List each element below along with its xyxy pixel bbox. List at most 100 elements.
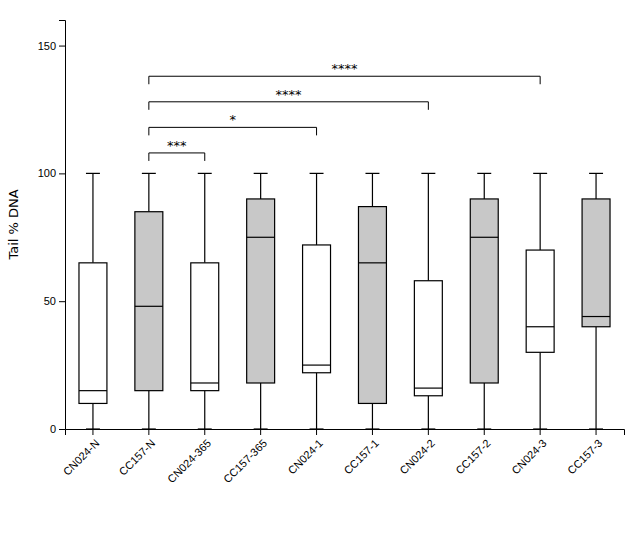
cap-high [421,173,435,174]
y-tick-mark [59,46,65,47]
y-tick-label: 50 [44,295,56,307]
y-tick-mark [59,301,65,302]
box-plot [79,173,107,429]
x-tick-mark [372,429,373,435]
whisker-high [595,173,596,199]
significance-bar: **** [149,61,540,84]
whisker-low [595,327,596,429]
x-tick-mark [540,429,541,435]
x-tick: CC157-N [116,429,157,478]
x-tick-label: CN024-2 [397,437,437,477]
box-plot [582,173,610,429]
whisker-low [540,352,541,429]
cap-high [86,173,100,174]
bracket-line [428,102,429,110]
cap-low [477,428,491,429]
y-axis: 0 50 100 150 [38,21,66,436]
whisker-high [428,173,429,280]
cap-high [142,173,156,174]
x-tick-label: CC157-3 [565,437,605,477]
median [191,382,219,383]
median [414,388,442,389]
x-tick-mark [484,429,485,435]
whisker-high [148,173,149,211]
median [470,237,498,238]
significance-label: * [229,112,236,127]
whisker-high [204,173,205,262]
box-plot [414,173,442,429]
x-tick: CN024-N [61,429,102,478]
box-plot [191,173,219,429]
median [582,316,610,317]
box-plot [526,173,554,429]
box-plot [470,173,498,429]
cap-low [421,428,435,429]
cap-low [254,428,268,429]
box [303,245,331,373]
box [247,199,275,383]
bracket-line [316,127,317,135]
y-tick: 0 [50,423,65,435]
median [358,262,386,263]
significance-bars: ************ [149,61,540,161]
x-tick-label: CN024-N [61,437,102,478]
x-tick: CC157-2 [453,429,493,476]
box-plot [303,173,331,429]
whisker-high [484,173,485,199]
bracket-line [204,153,205,161]
box [191,263,219,391]
whisker-low [316,373,317,429]
bracket-line [148,102,149,110]
box [470,199,498,383]
median [526,326,554,327]
x-tick: CN024-3 [509,429,549,476]
x-tick-mark [316,429,317,435]
box [526,250,554,352]
x-tick-mark [204,429,205,435]
whisker-low [260,383,261,429]
whisker-low [148,391,149,429]
y-tick-label: 100 [38,167,56,179]
median [303,364,331,365]
whisker-high [260,173,261,199]
x-tick-label: CC157-N [116,437,157,478]
whisker-high [540,173,541,250]
whisker-high [316,173,317,245]
x-tick-mark [148,429,149,435]
significance-label: **** [332,61,359,76]
cap-high [477,173,491,174]
box-plot [247,173,275,429]
box-plot [135,173,163,429]
cap-high [589,173,603,174]
x-tick-mark [260,429,261,435]
box [79,263,107,404]
whisker-high [372,173,373,206]
x-tick-label: CN024-1 [285,437,325,477]
boxes [79,173,610,429]
whisker-low [484,383,485,429]
cap-high [365,173,379,174]
y-tick-label: 150 [38,40,56,52]
cap-high [198,173,212,174]
y-tick: 50 [44,295,65,307]
significance-bar: * [149,112,317,135]
cap-low [589,428,603,429]
x-tick-label: CC157-1 [341,437,381,477]
x-tick-label: CN024-3 [509,437,549,477]
box [582,199,610,327]
significance-label: *** [167,138,187,153]
whisker-low [428,396,429,429]
whisker-low [92,403,93,429]
x-tick: CN024-2 [397,429,437,476]
cap-low [198,428,212,429]
cap-high [310,173,324,174]
cap-high [533,173,547,174]
y-tick: 100 [38,167,65,179]
y-axis-title: Tail % DNA [6,189,21,260]
cap-low [533,428,547,429]
significance-bar: **** [149,87,429,110]
median [79,390,107,391]
box [414,281,442,396]
box [135,212,163,391]
x-tick: CC157-1 [341,429,381,476]
